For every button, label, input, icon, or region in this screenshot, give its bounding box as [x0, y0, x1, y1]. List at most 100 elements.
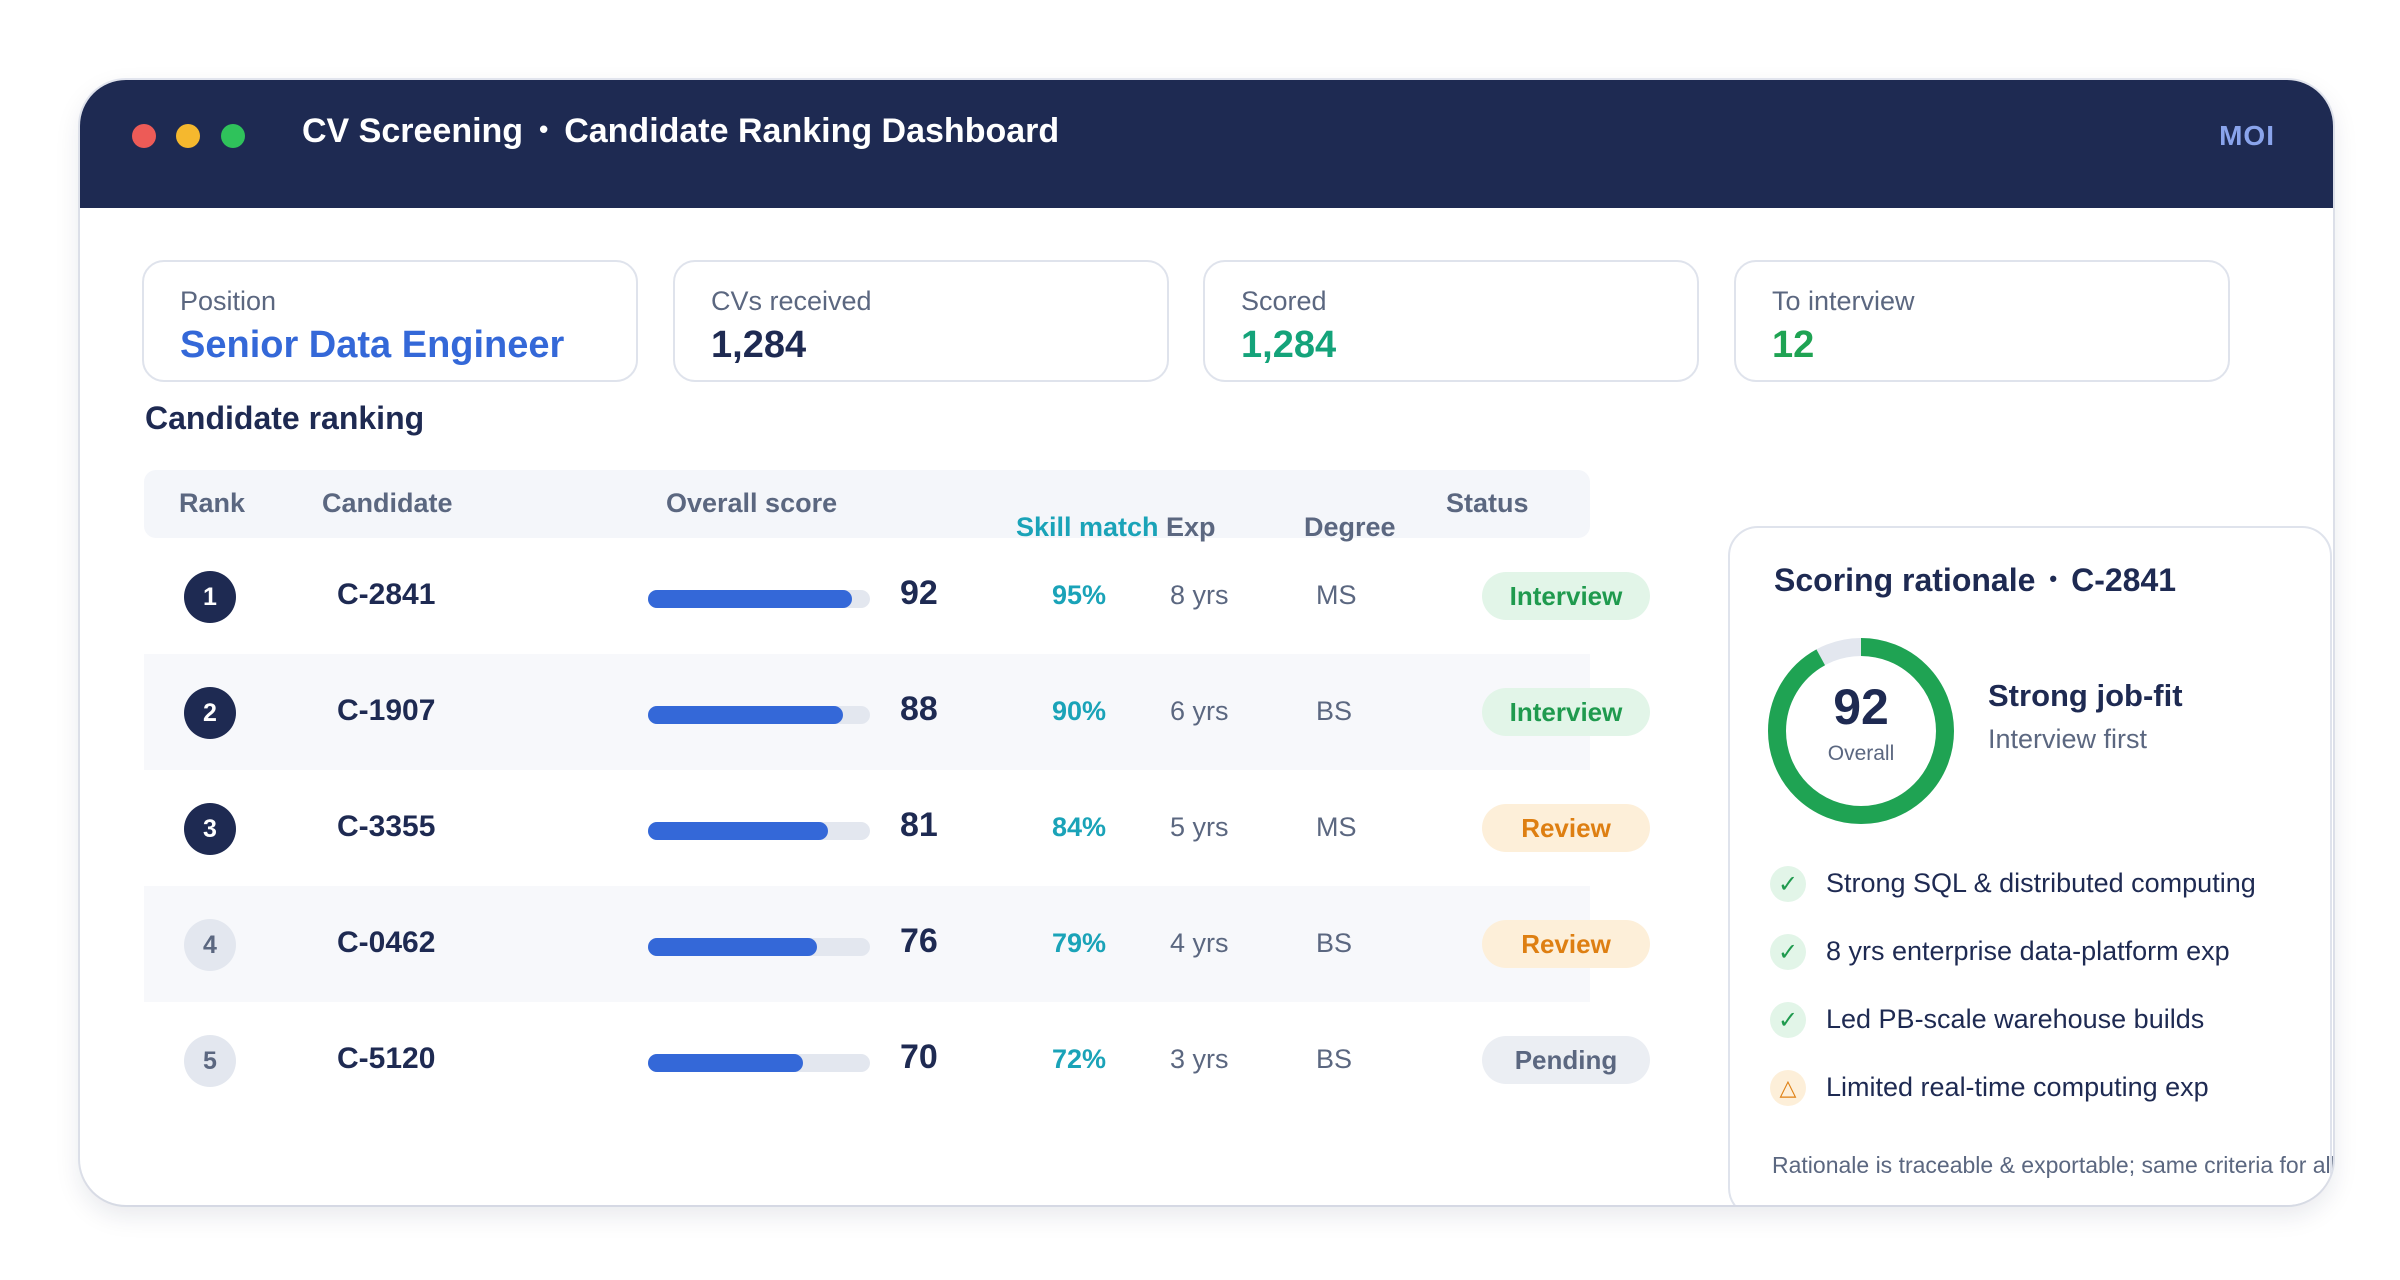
- score-bar-fill: [648, 822, 828, 840]
- experience: 4 yrs: [1170, 928, 1229, 958]
- overall-score: 81: [900, 806, 938, 844]
- status-badge[interactable]: Review: [1482, 920, 1650, 968]
- table-row[interactable]: 3 C-3355 81 84% 5 yrs MS Review: [144, 770, 1650, 886]
- overall-score-ring: [1768, 638, 1954, 824]
- score-bar-fill: [648, 1054, 804, 1072]
- rank-badge: 1: [184, 571, 236, 623]
- candidate-id[interactable]: C-5120: [337, 1042, 436, 1075]
- rationale-reason: ✓ 8 yrs enterprise data-platform exp: [1770, 932, 2330, 972]
- degree: BS: [1316, 1044, 1353, 1074]
- degree: MS: [1316, 812, 1357, 842]
- stat-card-to-interview: To interview 12: [1734, 260, 2230, 382]
- stat-value: 12: [1772, 324, 1815, 366]
- ranking-table-header: Rank Candidate Overall score Skill match…: [144, 470, 1590, 542]
- score-bar-track: [648, 822, 870, 840]
- score-bar-fill: [648, 938, 817, 956]
- title-separator: •: [539, 114, 549, 144]
- stat-label: CVs received: [711, 286, 872, 316]
- stat-card-cvs-received: CVs received 1,284: [673, 260, 1169, 382]
- overall-score: 88: [900, 690, 938, 728]
- column-header-exp[interactable]: Exp: [1166, 512, 1216, 542]
- score-bar-track: [648, 590, 870, 608]
- verdict-label: Strong job-fit: [1988, 678, 2183, 713]
- table-row[interactable]: 2 C-1907 88 90% 6 yrs BS Interview: [144, 654, 1650, 770]
- rationale-separator: •: [2049, 566, 2058, 591]
- overall-score-value: 92: [1833, 679, 1889, 735]
- rationale-reason: ✓ Led PB-scale warehouse builds: [1770, 1000, 2330, 1040]
- app-name: CV Screening: [302, 112, 524, 150]
- app-window: CV Screening • Candidate Ranking Dashboard…: [80, 80, 2333, 1205]
- ranking-section-title: Candidate ranking: [145, 400, 425, 436]
- check-icon: ✓: [1770, 1002, 1806, 1038]
- reason-text: Limited real-time computing exp: [1826, 1072, 2209, 1102]
- degree: BS: [1316, 928, 1353, 958]
- overall-score: 76: [900, 922, 938, 960]
- stat-label: Scored: [1241, 286, 1327, 316]
- page-title: Candidate Ranking Dashboard: [564, 112, 1060, 150]
- candidate-id[interactable]: C-3355: [337, 810, 436, 843]
- rationale-reason: ✓ Strong SQL & distributed computing: [1770, 864, 2330, 904]
- candidate-id[interactable]: C-1907: [337, 694, 436, 727]
- verdict-recommendation: Interview first: [1988, 724, 2148, 754]
- skill-match: 95%: [1052, 580, 1107, 610]
- stat-card-position: Position Senior Data Engineer: [142, 260, 638, 382]
- score-bar-fill: [648, 706, 844, 724]
- reason-text: Led PB-scale warehouse builds: [1826, 1004, 2205, 1034]
- rationale-footnote: Rationale is traceable & exportable; sam…: [1772, 1152, 2333, 1178]
- stat-value: 1,284: [1241, 324, 1337, 366]
- score-ring-fill: [1768, 638, 1954, 824]
- experience: 3 yrs: [1170, 1044, 1229, 1074]
- rank-badge: 2: [184, 687, 236, 739]
- reason-text: Strong SQL & distributed computing: [1826, 868, 2256, 898]
- window-title: CV Screening • Candidate Ranking Dashboard: [302, 112, 1059, 151]
- degree: BS: [1316, 696, 1353, 726]
- rank-badge: 4: [184, 919, 236, 971]
- stat-label: To interview: [1772, 286, 1915, 316]
- score-bar-track: [648, 938, 870, 956]
- scoring-rationale-panel: Scoring rationale • C-2841 92 Overall Stro…: [1728, 526, 2333, 1205]
- experience: 6 yrs: [1170, 696, 1229, 726]
- warning-icon: △: [1770, 1070, 1806, 1106]
- check-icon: ✓: [1770, 866, 1806, 902]
- table-row[interactable]: 1 C-2841 92 95% 8 yrs MS Interview: [144, 538, 1650, 654]
- column-header-status[interactable]: Status: [1446, 488, 1529, 518]
- rationale-candidate-id: C-2841: [2071, 562, 2177, 598]
- score-bar-fill: [648, 590, 853, 608]
- candidate-id[interactable]: C-0462: [337, 926, 436, 959]
- stat-card-scored: Scored 1,284: [1203, 260, 1699, 382]
- skill-match: 79%: [1052, 928, 1107, 958]
- table-row[interactable]: 5 C-5120 70 72% 3 yrs BS Pending: [144, 1002, 1650, 1118]
- minimize-window-button[interactable]: [176, 124, 200, 148]
- status-badge[interactable]: Interview: [1482, 572, 1650, 620]
- overall-score: 70: [900, 1038, 938, 1076]
- experience: 5 yrs: [1170, 812, 1229, 842]
- table-row[interactable]: 4 C-0462 76 79% 4 yrs BS Review: [144, 886, 1650, 1002]
- column-header-candidate[interactable]: Candidate: [322, 488, 453, 518]
- close-window-button[interactable]: [132, 124, 156, 148]
- candidate-id[interactable]: C-2841: [337, 578, 436, 611]
- degree: MS: [1316, 580, 1357, 610]
- stat-value: Senior Data Engineer: [180, 324, 565, 366]
- stat-value: 1,284: [711, 324, 807, 366]
- column-header-skill-match[interactable]: Skill match: [1016, 512, 1159, 542]
- column-header-overall-score[interactable]: Overall score: [666, 488, 838, 518]
- score-bar-track: [648, 1054, 870, 1072]
- column-header-degree[interactable]: Degree: [1304, 512, 1396, 542]
- status-badge[interactable]: Pending: [1482, 1036, 1650, 1084]
- skill-match: 72%: [1052, 1044, 1107, 1074]
- score-bar-track: [648, 706, 870, 724]
- overall-score: 92: [900, 574, 938, 612]
- maximize-window-button[interactable]: [221, 124, 245, 148]
- status-badge[interactable]: Interview: [1482, 688, 1650, 736]
- skill-match: 90%: [1052, 696, 1107, 726]
- brand-logo: MOI: [2219, 120, 2275, 151]
- rank-badge: 5: [184, 1035, 236, 1087]
- rationale-reason: △ Limited real-time computing exp: [1770, 1068, 2330, 1108]
- overall-score-caption: Overall: [1827, 742, 1895, 765]
- rationale-title: Scoring rationale • C-2841: [1774, 562, 2176, 599]
- status-badge[interactable]: Review: [1482, 804, 1650, 852]
- column-header-rank[interactable]: Rank: [179, 488, 246, 518]
- skill-match: 84%: [1052, 812, 1107, 842]
- reason-text: 8 yrs enterprise data-platform exp: [1826, 936, 2230, 966]
- experience: 8 yrs: [1170, 580, 1229, 610]
